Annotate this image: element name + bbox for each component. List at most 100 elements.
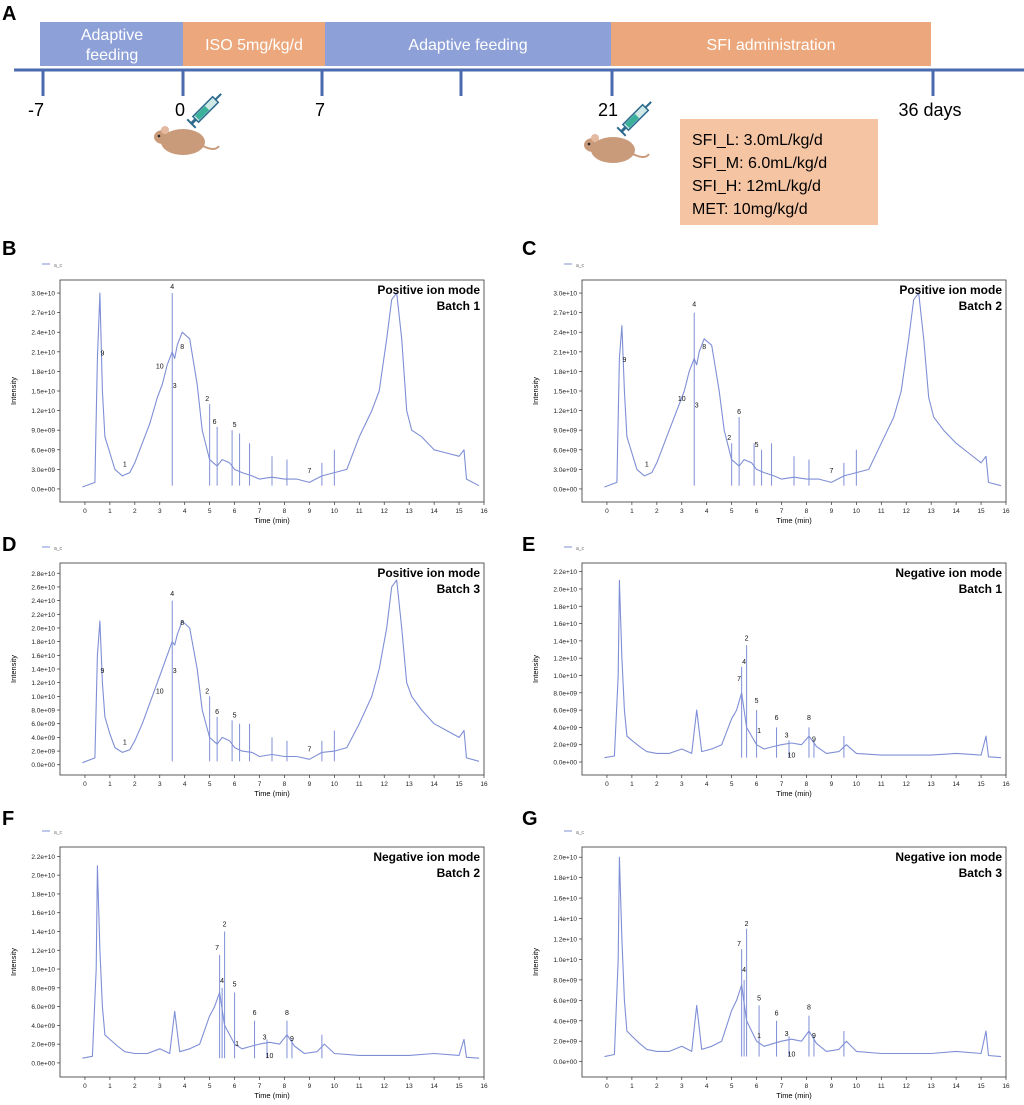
x-tick-label: 8 (805, 781, 809, 788)
phase-label-iso: ISO 5mg/kg/d (205, 37, 303, 54)
timeline-label-m7: -7 (28, 100, 44, 120)
x-tick-label: 2 (655, 1083, 659, 1090)
x-tick-label: 16 (1002, 781, 1010, 788)
x-tick-label: 15 (455, 508, 463, 515)
x-tick-label: 12 (903, 508, 911, 515)
panel-letter-a: A (2, 3, 16, 25)
peak-label: 9 (622, 357, 626, 364)
panel-letter: E (522, 534, 535, 556)
x-tick-label: 10 (331, 508, 339, 515)
y-tick-label: 4.0e+09 (553, 725, 577, 732)
peak-label: 8 (180, 344, 184, 351)
y-tick-label: 2.0e+10 (31, 873, 55, 880)
legend-label: a_c (54, 830, 63, 836)
y-axis-label: Intensity (531, 948, 540, 976)
phase-label-adaptive-feeding-1-line1: Adaptive (81, 27, 143, 44)
peak-label: 5 (755, 698, 759, 705)
x-tick-label: 2 (655, 508, 659, 515)
y-tick-label: 1.4e+10 (553, 638, 577, 645)
peak-label: 2 (223, 922, 227, 929)
y-axis-label: Intensity (531, 655, 540, 683)
x-tick-label: 3 (680, 781, 684, 788)
x-tick-label: 5 (730, 1083, 734, 1090)
y-tick-label: 1.8e+10 (31, 639, 55, 646)
peak-label: 7 (307, 746, 311, 753)
x-tick-label: 0 (605, 781, 609, 788)
plot-frame (59, 846, 485, 1078)
x-tick-label: 1 (630, 1083, 634, 1090)
peak-label: 10 (788, 752, 796, 759)
peak-label: 3 (785, 1031, 789, 1038)
x-tick-label: 13 (928, 781, 936, 788)
y-tick-label: 0.0e+00 (31, 762, 55, 769)
x-axis-label: Time (min) (254, 1091, 290, 1100)
ion-mode-label: Positive ion mode (899, 283, 1002, 297)
peak-label: 6 (775, 1011, 779, 1018)
peak-label: 2 (745, 635, 749, 642)
peak-label: 2 (205, 688, 209, 695)
y-tick-label: 1.6e+10 (553, 896, 577, 903)
y-tick-label: 1.2e+10 (553, 656, 577, 663)
x-tick-label: 2 (655, 781, 659, 788)
y-tick-label: 8.0e+09 (31, 985, 55, 992)
peak-label: 7 (829, 468, 833, 475)
x-tick-label: 8 (805, 1083, 809, 1090)
x-tick-label: 16 (480, 781, 488, 788)
chromatogram-panels: Ba_c 0.0e+00 3.0e+09 6.0e+09 9.0e+09 1.2e+10 1… (2, 238, 1010, 1100)
x-tick-label: 9 (830, 781, 834, 788)
chromatogram-panel-f: Fa_c 0.0e+00 2.0e+09 4.0e+09 6.0e+09 8.0e+09 1… (2, 808, 488, 1100)
dose-line-sfi-h: SFI_H: 12mL/kg/d (692, 178, 821, 195)
x-tick-label: 15 (977, 1083, 985, 1090)
x-tick-label: 15 (977, 508, 985, 515)
y-tick-label: 2.8e+10 (31, 571, 55, 578)
peak-label: 10 (156, 363, 164, 370)
y-tick-label: 1.2e+10 (31, 948, 55, 955)
y-tick-label: 1.6e+10 (553, 621, 577, 628)
y-tick-label: 0.0e+00 (553, 486, 577, 493)
x-tick-label: 13 (406, 508, 414, 515)
y-tick-label: 3.0e+09 (31, 467, 55, 474)
y-tick-label: 1.6e+10 (31, 653, 55, 660)
peak-label: 8 (180, 620, 184, 627)
x-tick-label: 6 (755, 781, 759, 788)
panel-letter: G (522, 808, 538, 830)
chromatogram-trace (604, 856, 1002, 1058)
batch-label: Batch 2 (437, 866, 481, 880)
x-tick-label: 16 (480, 1083, 488, 1090)
peak-label: 1 (757, 1033, 761, 1040)
y-tick-label: 8.0e+09 (553, 690, 577, 697)
batch-label: Batch 2 (959, 299, 1003, 313)
y-tick-label: 6.0e+09 (31, 1004, 55, 1011)
peak-label: 4 (170, 591, 174, 598)
chromatogram-panel-b: Ba_c 0.0e+00 3.0e+09 6.0e+09 9.0e+09 1.2e+10 1… (2, 238, 488, 525)
ion-mode-label: Positive ion mode (377, 283, 480, 297)
chromatogram-panel-c: Ca_c 0.0e+00 3.0e+09 6.0e+09 9.0e+09 1.2e+10 1… (522, 238, 1010, 525)
y-tick-label: 1.8e+10 (553, 604, 577, 611)
x-tick-label: 7 (780, 781, 784, 788)
peak-label: 10 (788, 1052, 796, 1059)
peak-label: 5 (233, 982, 237, 989)
dose-line-sfi-l: SFI_L: 3.0mL/kg/d (692, 132, 823, 149)
x-tick-label: 1 (108, 781, 112, 788)
peak-label: 3 (785, 732, 789, 739)
x-tick-label: 13 (406, 1083, 414, 1090)
x-tick-label: 14 (953, 1083, 961, 1090)
y-tick-label: 0.0e+00 (553, 760, 577, 767)
y-tick-label: 4.0e+09 (31, 735, 55, 742)
x-tick-label: 12 (381, 508, 389, 515)
x-tick-label: 9 (308, 508, 312, 515)
y-axis-label: Intensity (531, 377, 540, 405)
peak-label: 1 (123, 461, 127, 468)
y-axis-label: Intensity (9, 377, 18, 405)
x-tick-label: 13 (406, 781, 414, 788)
y-tick-label: 2.2e+10 (553, 569, 577, 576)
x-tick-label: 12 (381, 781, 389, 788)
x-tick-label: 8 (805, 508, 809, 515)
peak-label: 2 (745, 921, 749, 928)
x-tick-label: 1 (108, 508, 112, 515)
x-tick-label: 11 (356, 1083, 363, 1090)
peak-label: 9 (812, 1033, 816, 1040)
x-tick-label: 4 (183, 508, 187, 515)
peak-label: 4 (220, 978, 224, 985)
